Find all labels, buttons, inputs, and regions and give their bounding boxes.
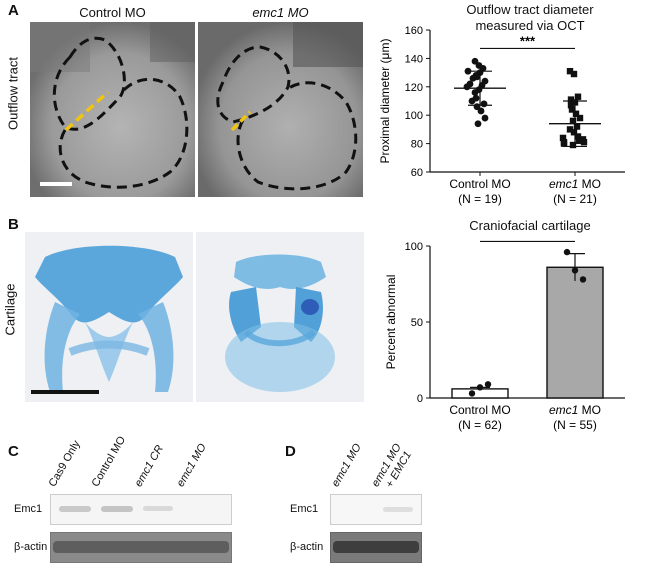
image-title-emc1-mo: emc1 MO	[252, 5, 309, 20]
chart-a-x-n-label: (N = 19)	[458, 192, 502, 206]
blot-c-emc1-membrane	[50, 494, 232, 525]
chart-b-y-tick-label: 0	[417, 393, 423, 405]
chart-a-point-emc1	[566, 67, 574, 75]
chart-a-point-emc1	[576, 114, 584, 122]
chart-a-point-emc1	[559, 134, 567, 142]
chart-b-x-tick-label: emc1 MO	[549, 403, 601, 417]
oct-image-control	[30, 22, 195, 197]
blot-c-lane-cas9-only: Cas9 Only	[46, 438, 83, 489]
oct-image-control-drawing	[30, 22, 195, 197]
chart-a-point-emc1	[574, 93, 582, 100]
chart-a-y-tick-label: 160	[405, 25, 423, 37]
chart-a-point-emc1	[574, 133, 582, 140]
row-label-outflow-tract: Outflow tract	[5, 57, 21, 130]
chart-b-y-tick-label: 50	[411, 317, 423, 329]
chart-a-title-line-1: Outflow tract diameter	[466, 2, 594, 17]
chart-a-point-emc1	[580, 138, 588, 146]
chart-b-point	[571, 267, 579, 274]
chart-a-point-emc1	[573, 123, 581, 130]
chart-a-scatter: 60 80 100 120 140 160 Proximal diameter (μm) Co…	[378, 25, 625, 206]
chart-a-point-emc1	[567, 102, 575, 109]
blot-c-row-emc1: Emc1	[14, 503, 43, 515]
chart-b-y-tick-label: 100	[405, 241, 423, 253]
chart-b-y-axis-label: Percent abnormal	[384, 275, 398, 370]
blot-c-actin-band	[53, 541, 229, 553]
chart-a-point-emc1	[560, 140, 568, 147]
chart-b-bar-emc1	[546, 266, 604, 399]
chart-a-point-control	[480, 100, 488, 108]
chart-b-point	[476, 384, 484, 391]
blot-c-emc1-band-1	[59, 506, 91, 512]
chart-a-point-emc1	[570, 70, 578, 78]
blot-c-row-beta-actin: β-actin	[14, 541, 48, 553]
blot-d-actin-membrane	[330, 532, 422, 563]
chart-a-title: Outflow tract diameter measured via OCT	[420, 2, 640, 34]
row-label-cartilage: Cartilage	[2, 283, 18, 336]
cartilage-image-emc1-drawing	[196, 232, 364, 402]
blot-c-lane-emc1-cr: emc1 CR	[132, 443, 166, 489]
chart-a-point-emc1	[572, 110, 580, 117]
chart-a-point-control	[471, 89, 479, 96]
chart-a-title-line-2: measured via OCT	[475, 18, 585, 33]
chart-a-point-control	[469, 74, 477, 82]
chart-a-y-tick-label: 80	[411, 139, 423, 151]
chart-a-x-tick-label: Control MO	[449, 177, 510, 191]
chart-a-point-emc1	[567, 96, 575, 103]
blot-d-emc1-membrane	[330, 494, 422, 525]
panel-label-b: B	[8, 216, 19, 233]
blot-c-actin-membrane	[50, 532, 232, 563]
oct-image-emc1-drawing	[198, 22, 363, 197]
cartilage-image-emc1	[196, 232, 364, 402]
blot-d-emc1-band-2	[383, 507, 413, 512]
panel-label-d: D	[285, 443, 296, 460]
chart-b-point	[579, 276, 587, 283]
chart-a-point-control	[468, 97, 476, 105]
chart-b-significance-label: ****	[517, 236, 538, 241]
chart-a-x-n-label: (N = 21)	[553, 192, 597, 206]
chart-a-point-control	[471, 57, 479, 65]
cartilage-image-control	[25, 232, 193, 402]
chart-a-point-control	[477, 107, 485, 115]
chart-a-point-emc1	[568, 106, 576, 113]
blot-d-lane-emc1-mo: emc1 MO	[329, 441, 364, 489]
chart-a-x-tick-label: emc1 MO	[549, 177, 601, 191]
chart-b-point	[563, 248, 571, 256]
chart-b-point	[484, 381, 492, 388]
cartilage-image-control-drawing	[25, 232, 193, 402]
blot-c-lane-emc1-mo: emc1 MO	[174, 441, 209, 489]
oct-image-emc1	[198, 22, 363, 197]
chart-b-x-tick-label: Control MO	[449, 403, 510, 417]
chart-a-point-control	[481, 114, 489, 122]
chart-a-y-tick-label: 100	[405, 110, 423, 122]
blot-c-emc1-band-2	[101, 506, 133, 512]
chart-a-point-emc1	[566, 126, 574, 133]
chart-b-point	[468, 390, 476, 397]
panel-label-c: C	[8, 443, 19, 460]
chart-a-y-tick-label: 120	[405, 82, 423, 94]
chart-b-bar: 0 50 100 Percent abnormal Control MO(N = 62)…	[384, 236, 625, 432]
chart-a-y-tick-label: 60	[411, 167, 423, 179]
blot-d-actin-band	[333, 541, 419, 553]
blot-d-row-emc1: Emc1	[290, 503, 319, 515]
blot-c-lane-control-mo: Control MO	[89, 434, 129, 489]
chart-a-point-control	[474, 120, 482, 128]
chart-b-x-n-label: (N = 55)	[553, 418, 597, 432]
chart-b-title: Craniofacial cartilage	[469, 218, 591, 233]
chart-a-point-emc1	[569, 141, 577, 149]
blot-c-emc1-band-3	[143, 506, 173, 511]
chart-b-x-n-label: (N = 62)	[458, 418, 502, 432]
chart-a-point-control	[463, 83, 471, 91]
blot-d-row-beta-actin: β-actin	[290, 541, 324, 553]
chart-a-significance-label: ***	[520, 33, 536, 48]
panel-label-a: A	[8, 2, 19, 19]
image-title-control-mo: Control MO	[79, 5, 146, 20]
chart-a-point-emc1	[575, 137, 583, 144]
chart-a-y-axis-label: Proximal diameter (μm)	[378, 39, 392, 164]
chart-a-point-emc1	[569, 117, 577, 125]
chart-a-y-tick-label: 140	[405, 53, 423, 65]
chart-a-point-emc1	[570, 129, 578, 136]
